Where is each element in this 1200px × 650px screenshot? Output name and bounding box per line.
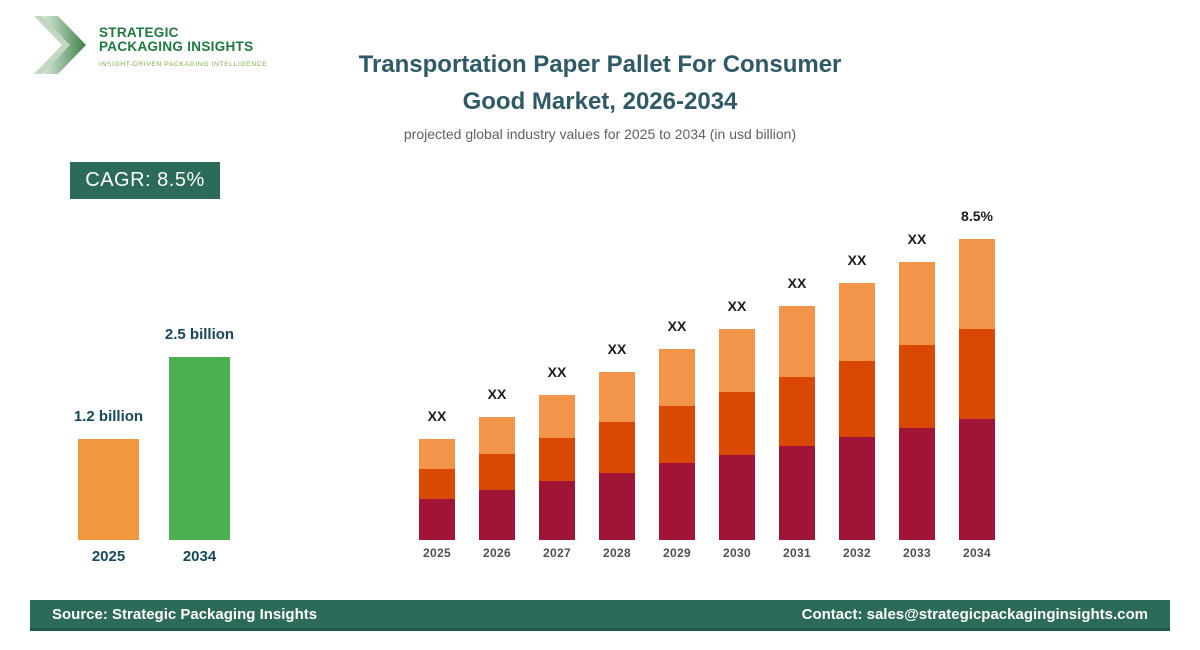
bar-segment-top bbox=[659, 349, 695, 406]
summary-chart-bars: 1.2 billion 2.5 billion bbox=[74, 317, 234, 540]
summary-bar-value-label: 2.5 billion bbox=[164, 326, 235, 343]
page-title-line2: Good Market, 2026-2034 bbox=[462, 88, 738, 115]
stacked-bar-value-label: XX bbox=[487, 386, 507, 402]
stacked-year-label: 2034 bbox=[963, 546, 991, 560]
stacked-bar-value-label: XX bbox=[787, 275, 807, 291]
stacked-bar-2025: XX bbox=[419, 408, 455, 540]
summary-bar-rect bbox=[78, 439, 139, 540]
stacked-bar-2029: XX bbox=[659, 318, 695, 540]
page-subtitle: projected global industry values for 202… bbox=[403, 126, 797, 142]
stacked-bar-value-label: XX bbox=[427, 408, 447, 424]
stacked-bar-2026: XX bbox=[479, 386, 515, 540]
bar-segment-middle bbox=[479, 454, 515, 490]
stacked-year-label: 2033 bbox=[903, 546, 931, 560]
bar-segment-middle bbox=[839, 361, 875, 437]
bar-segment-middle bbox=[539, 438, 575, 481]
bar-segment-bottom bbox=[419, 499, 455, 540]
stacked-bar-value-label: XX bbox=[907, 231, 927, 247]
stacked-year-label: 2028 bbox=[603, 546, 631, 560]
bar-segment-bottom bbox=[599, 473, 635, 540]
bar-segment-top bbox=[419, 439, 455, 469]
chevron-logo-icon bbox=[34, 16, 86, 74]
yearly-stacked-chart: XX XX XX XX XX XX XX XX XX 8.5% 2025 2026 2027 2028 2… bbox=[419, 199, 995, 560]
bar-segment-bottom bbox=[779, 446, 815, 540]
bar-segment-middle bbox=[899, 345, 935, 428]
summary-bar-value-label: 1.2 billion bbox=[73, 408, 144, 425]
bar-segment-bottom bbox=[839, 437, 875, 540]
bar-segment-top bbox=[899, 262, 935, 345]
stacked-bar-value-label: XX bbox=[727, 298, 747, 314]
stacked-year-label: 2032 bbox=[843, 546, 871, 560]
bar-segment-middle bbox=[659, 406, 695, 463]
summary-year-label: 2034 bbox=[182, 548, 217, 565]
stacked-bar-value-label: 8.5% bbox=[961, 208, 993, 224]
bar-segment-bottom bbox=[479, 490, 515, 540]
summary-chart-years: 2025 2034 bbox=[78, 548, 230, 565]
stacked-bar-value-label: XX bbox=[667, 318, 687, 334]
bar-segment-bottom bbox=[959, 419, 995, 540]
stacked-year-label: 2031 bbox=[783, 546, 811, 560]
stacked-bar-value-label: XX bbox=[847, 252, 867, 268]
stacked-year-label: 2027 bbox=[543, 546, 571, 560]
bar-segment-top bbox=[959, 239, 995, 329]
bar-segment-top bbox=[539, 395, 575, 438]
stacked-year-label: 2025 bbox=[423, 546, 451, 560]
bar-segment-top bbox=[839, 283, 875, 361]
brand-logo-text: STRATEGIC PACKAGING INSIGHTS INSIGHT-DRI… bbox=[99, 14, 268, 69]
cagr-badge: CAGR: 8.5% bbox=[70, 162, 220, 199]
stacked-bar-2034: 8.5% bbox=[959, 208, 995, 540]
stacked-year-label: 2029 bbox=[663, 546, 691, 560]
stacked-bar-value-label: XX bbox=[547, 364, 567, 380]
bar-segment-bottom bbox=[899, 428, 935, 540]
page-title-line1: Transportation Paper Pallet For Consumer bbox=[358, 51, 842, 78]
stacked-bar-value-label: XX bbox=[607, 341, 627, 357]
footer-contact: Contact: sales@strategicpackaginginsight… bbox=[801, 605, 1148, 623]
stacked-bar-2033: XX bbox=[899, 231, 935, 540]
stacked-year-label: 2026 bbox=[483, 546, 511, 560]
bar-segment-middle bbox=[959, 329, 995, 419]
stacked-bar-2032: XX bbox=[839, 252, 875, 540]
bar-segment-middle bbox=[599, 422, 635, 473]
summary-growth-chart: 1.2 billion 2.5 billion 2025 2034 bbox=[74, 317, 234, 565]
bar-segment-bottom bbox=[539, 481, 575, 540]
summary-bar-2025: 1.2 billion bbox=[74, 408, 143, 540]
stacked-bar-2030: XX bbox=[719, 298, 755, 540]
stacked-bar-2028: XX bbox=[599, 341, 635, 540]
title-block: Transportation Paper Pallet For Consumer… bbox=[0, 46, 1200, 142]
bar-segment-bottom bbox=[659, 463, 695, 540]
bar-segment-middle bbox=[779, 377, 815, 446]
bar-segment-top bbox=[779, 306, 815, 377]
summary-year-label: 2025 bbox=[91, 548, 126, 565]
stacked-chart-years: 2025 2026 2027 2028 2029 2030 2031 2032 2033 2034 bbox=[419, 546, 995, 560]
bar-segment-top bbox=[479, 417, 515, 454]
bar-segment-bottom bbox=[719, 455, 755, 540]
stacked-bar-2027: XX bbox=[539, 364, 575, 540]
bar-segment-top bbox=[719, 329, 755, 392]
brand-name-line2: PACKAGING INSIGHTS bbox=[99, 39, 254, 54]
brand-logo: STRATEGIC PACKAGING INSIGHTS INSIGHT-DRI… bbox=[30, 14, 267, 76]
summary-bar-rect bbox=[169, 357, 230, 540]
brand-name-line1: STRATEGIC bbox=[99, 25, 179, 40]
footer-bar: Source: Strategic Packaging Insights Con… bbox=[30, 600, 1170, 631]
stacked-chart-bars: XX XX XX XX XX XX XX XX XX 8.5% bbox=[419, 199, 995, 540]
bar-segment-middle bbox=[719, 392, 755, 455]
brand-tagline: INSIGHT-DRIVEN PACKAGING INTELLIGENCE bbox=[99, 61, 268, 68]
bar-segment-top bbox=[599, 372, 635, 422]
stacked-year-label: 2030 bbox=[723, 546, 751, 560]
stacked-bar-2031: XX bbox=[779, 275, 815, 540]
summary-bar-2034: 2.5 billion bbox=[165, 326, 234, 540]
footer-source: Source: Strategic Packaging Insights bbox=[52, 605, 318, 623]
bar-segment-middle bbox=[419, 469, 455, 499]
